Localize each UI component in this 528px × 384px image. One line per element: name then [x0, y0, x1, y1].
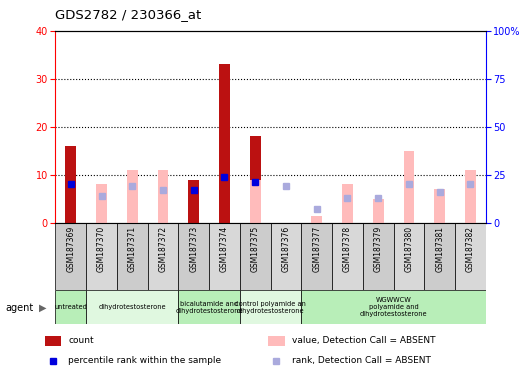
Text: GSM187376: GSM187376 — [281, 226, 290, 272]
Bar — [188, 180, 199, 223]
Bar — [219, 64, 230, 223]
Bar — [178, 223, 209, 290]
Text: GSM187381: GSM187381 — [435, 226, 444, 272]
Text: GSM187379: GSM187379 — [374, 226, 383, 272]
Bar — [250, 180, 261, 223]
Bar — [44, 336, 61, 346]
Bar — [301, 223, 332, 290]
Bar — [240, 290, 301, 324]
Bar — [86, 223, 117, 290]
Text: GSM187382: GSM187382 — [466, 226, 475, 272]
Text: GSM187371: GSM187371 — [128, 226, 137, 272]
Bar — [393, 223, 425, 290]
Bar — [271, 223, 301, 290]
Bar — [465, 170, 476, 223]
Bar — [209, 223, 240, 290]
Text: GSM187372: GSM187372 — [158, 226, 167, 272]
Bar — [96, 184, 107, 223]
Text: GDS2782 / 230366_at: GDS2782 / 230366_at — [55, 8, 202, 21]
Text: WGWWCW
polyamide and
dihydrotestosterone: WGWWCW polyamide and dihydrotestosterone — [360, 297, 427, 317]
Bar — [455, 223, 486, 290]
Bar — [250, 136, 261, 223]
Bar — [301, 290, 486, 324]
Bar — [373, 199, 383, 223]
Text: count: count — [69, 336, 94, 345]
Bar — [434, 189, 445, 223]
Bar — [363, 223, 393, 290]
Text: GSM187369: GSM187369 — [67, 226, 76, 272]
Bar — [332, 223, 363, 290]
Text: dihydrotestosterone: dihydrotestosterone — [98, 304, 166, 310]
Bar — [65, 146, 76, 223]
Bar — [312, 215, 322, 223]
Text: percentile rank within the sample: percentile rank within the sample — [69, 356, 222, 365]
Text: bicalutamide and
dihydrotestosterone: bicalutamide and dihydrotestosterone — [175, 301, 243, 314]
Bar — [55, 290, 86, 324]
Text: agent: agent — [5, 303, 34, 313]
Bar — [127, 170, 138, 223]
Text: value, Detection Call = ABSENT: value, Detection Call = ABSENT — [291, 336, 435, 345]
Bar — [148, 223, 178, 290]
Bar — [268, 336, 285, 346]
Bar — [403, 151, 414, 223]
Text: GSM187375: GSM187375 — [251, 226, 260, 272]
Text: ▶: ▶ — [39, 303, 46, 313]
Text: GSM187380: GSM187380 — [404, 226, 413, 272]
Bar — [86, 290, 178, 324]
Bar — [158, 170, 168, 223]
Bar — [55, 223, 86, 290]
Bar — [117, 223, 148, 290]
Text: GSM187370: GSM187370 — [97, 226, 106, 272]
Bar — [342, 184, 353, 223]
Text: control polyamide an
dihydrotestosterone: control polyamide an dihydrotestosterone — [235, 301, 306, 314]
Bar — [240, 223, 271, 290]
Text: rank, Detection Call = ABSENT: rank, Detection Call = ABSENT — [291, 356, 431, 365]
Text: untreated: untreated — [54, 304, 87, 310]
Bar — [178, 290, 240, 324]
Bar — [425, 223, 455, 290]
Text: GSM187378: GSM187378 — [343, 226, 352, 272]
Text: GSM187373: GSM187373 — [189, 226, 198, 272]
Text: GSM187374: GSM187374 — [220, 226, 229, 272]
Text: GSM187377: GSM187377 — [312, 226, 321, 272]
